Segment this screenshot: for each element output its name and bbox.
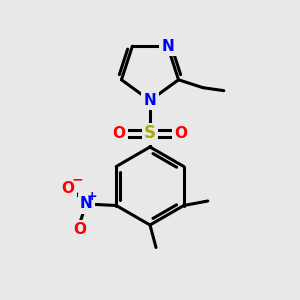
Text: N: N [80,196,93,211]
Text: +: + [87,190,98,203]
Text: O: O [112,126,126,141]
Text: O: O [174,126,188,141]
Text: N: N [144,93,156,108]
Text: −: − [71,172,83,186]
Text: O: O [73,222,86,237]
Text: O: O [62,181,75,196]
Text: S: S [144,124,156,142]
Text: N: N [161,39,174,54]
